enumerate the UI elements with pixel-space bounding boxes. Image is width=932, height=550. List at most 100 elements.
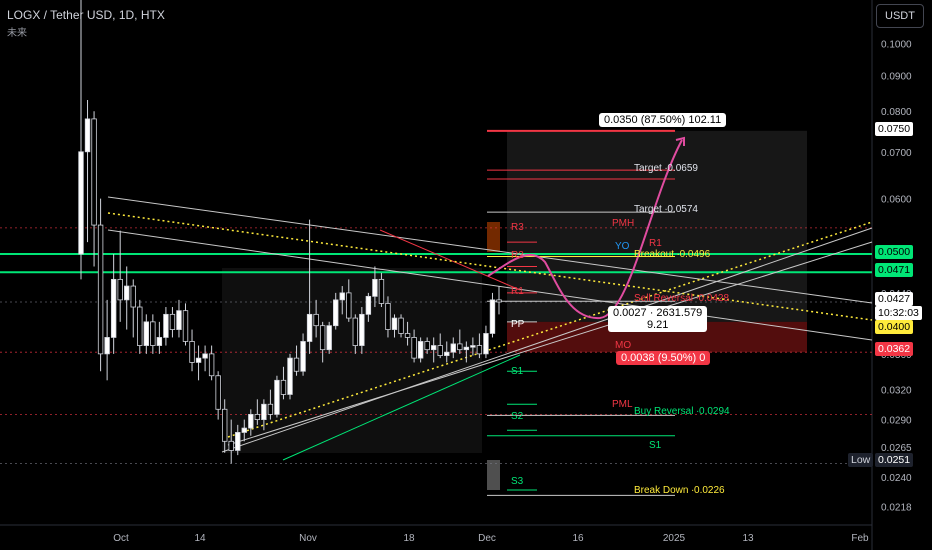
candle-body — [117, 278, 123, 301]
candle-body — [156, 337, 163, 346]
time-tick-label: Dec — [478, 533, 496, 544]
target-zone — [507, 130, 807, 322]
candle-body — [254, 413, 261, 420]
candle-body — [378, 278, 385, 304]
price-tick-label: 0.0218 — [881, 502, 912, 513]
label-pml: PML — [612, 399, 633, 410]
trend-line-2 — [221, 227, 873, 453]
time-tick-label: Feb — [851, 533, 869, 544]
candle-body — [496, 299, 502, 303]
projection-arrowhead — [675, 136, 685, 146]
label-pmh: PMH — [612, 218, 634, 229]
currency-button[interactable]: USDT — [876, 4, 924, 28]
position-callout-line1: 0.0027 · 2631.579 — [613, 307, 703, 319]
candle-body — [313, 313, 319, 327]
candle-body — [91, 118, 97, 226]
label-s2: S2 — [511, 411, 524, 422]
position-callout-line2: 9.21 — [646, 319, 669, 331]
label-buy-reversal: Buy Reversal ∙0.0294 — [634, 406, 730, 417]
candle-body — [130, 285, 136, 308]
label-yo: YO — [615, 241, 630, 252]
candle-body — [235, 432, 241, 451]
price-tag-target-high: 0.0750 — [875, 122, 914, 136]
price-tick-label: 0.0290 — [881, 416, 912, 427]
price-tag-last: 0.0427 — [875, 292, 914, 306]
candle-body — [463, 346, 470, 351]
candle-body — [306, 313, 313, 342]
countdown-tag: 10:32:03 — [875, 306, 922, 320]
candle-body — [261, 403, 267, 420]
candle-body — [150, 321, 156, 346]
time-tick-label: 14 — [194, 533, 206, 544]
candle-body — [326, 325, 332, 351]
candle-body — [195, 357, 202, 363]
candle-body — [365, 295, 372, 315]
label-target-2: Target ∙0.0574 — [634, 204, 698, 215]
price-tick-label: 0.0800 — [881, 107, 912, 118]
candle-body — [346, 292, 352, 319]
candle-body — [385, 303, 391, 330]
candle-body — [202, 353, 208, 359]
time-tick-label: Oct — [113, 533, 129, 544]
candle-body — [333, 299, 339, 327]
chart-subtitle: 未来 — [7, 28, 27, 39]
label-break-down: Break Down ∙0.0226 — [634, 485, 725, 496]
candle-body — [215, 375, 221, 410]
candle-body — [339, 292, 345, 301]
price-tag-level-low: 0.0400 — [875, 320, 914, 334]
position-callout: 0.0027 · 2631.579 9.21 — [608, 306, 708, 332]
label-r1: R1 — [511, 286, 524, 297]
candle-body — [489, 299, 496, 334]
candle-body — [300, 341, 306, 372]
candle-body — [97, 224, 104, 355]
candle-body — [437, 345, 443, 356]
candle-body — [444, 351, 450, 356]
label-mo: MO — [615, 340, 631, 351]
candle-body — [352, 317, 359, 346]
trend-line-5 — [379, 229, 521, 291]
time-tick-label: 18 — [403, 533, 415, 544]
candle-body — [241, 427, 247, 433]
time-tick-label: Nov — [299, 533, 317, 544]
candle-body — [424, 341, 430, 351]
candle-body — [483, 333, 489, 355]
candle-body — [470, 345, 476, 348]
label-s1: S1 — [511, 366, 524, 377]
label-sell-reversal: Sell Reversal ∙0.0428 — [634, 293, 729, 304]
candle-body — [221, 408, 228, 442]
candle-body — [450, 343, 456, 353]
candle-body — [182, 310, 189, 342]
candle-body — [476, 345, 483, 355]
candle-body — [398, 317, 404, 334]
time-tick-label: 2025 — [663, 533, 686, 544]
candle-body — [280, 379, 287, 395]
label-breakout: Breakout ∙0.0496 — [634, 249, 711, 260]
time-tick-label: 13 — [742, 533, 754, 544]
time-tick-label: 16 — [572, 533, 584, 544]
candle-body — [319, 325, 326, 351]
candle-body — [169, 313, 176, 330]
candle-body — [176, 310, 182, 330]
projection-path — [487, 139, 683, 320]
candle-body — [417, 341, 424, 359]
label-target-1: Target ∙0.0659 — [634, 163, 698, 174]
candle-body — [84, 118, 91, 153]
trend-line-yellow-down — [107, 212, 873, 321]
candle-body — [78, 151, 84, 255]
trend-line-0 — [107, 196, 873, 304]
candle-body — [208, 353, 215, 377]
candle-body — [293, 357, 300, 372]
price-tag-stop: 0.0362 — [875, 342, 914, 356]
candle-body — [110, 278, 117, 338]
price-tag-level-mid: 0.0471 — [875, 263, 914, 277]
volume-profile-bar-bottom — [487, 460, 500, 490]
trend-line-yellow-up — [227, 221, 873, 438]
candle-body — [248, 413, 254, 429]
candle-body — [391, 317, 398, 330]
price-tag-level-high: 0.0500 — [875, 245, 914, 259]
low-value-tag: 0.0251 — [875, 453, 914, 467]
label-r1-right: R1 — [649, 238, 662, 249]
price-tick-label: 0.1000 — [881, 39, 912, 50]
range-box — [222, 268, 482, 453]
